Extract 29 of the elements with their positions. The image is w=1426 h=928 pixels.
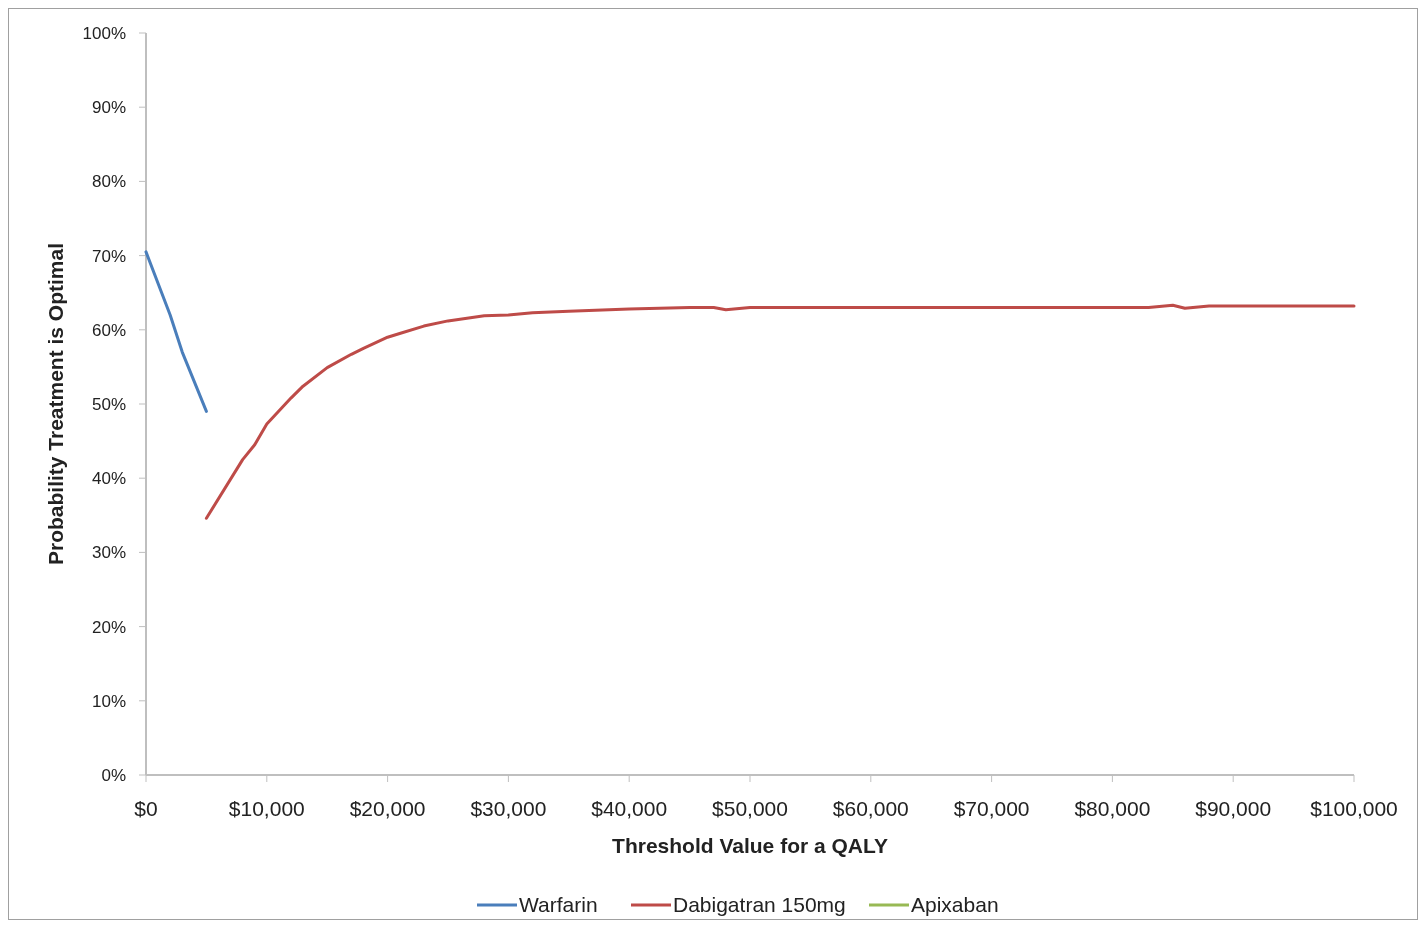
x-tick-label: $100,000	[1310, 797, 1398, 820]
x-tick-label: $50,000	[712, 797, 788, 820]
x-tick-label: $90,000	[1195, 797, 1272, 820]
x-tick-label: $80,000	[1074, 797, 1151, 820]
y-tick-label: 0%	[101, 765, 126, 785]
x-tick-label: $20,000	[349, 797, 426, 820]
y-tick-label: 20%	[91, 617, 126, 637]
x-tick-label: $70,000	[953, 797, 1030, 820]
legend-label: Apixaban	[911, 893, 999, 917]
x-tick-label: $40,000	[591, 797, 668, 820]
y-tick-label: 80%	[91, 172, 126, 192]
legend-label: Dabigatran 150mg	[673, 893, 846, 917]
y-tick-label: 50%	[91, 394, 126, 414]
line-series	[204, 303, 1356, 520]
line-series	[144, 250, 208, 413]
x-axis-title: Threshold Value for a QALY	[612, 834, 888, 857]
y-tick-label: 30%	[91, 543, 126, 563]
y-tick-label: 90%	[91, 98, 126, 118]
x-tick-label: $30,000	[470, 797, 547, 820]
x-tick-label: $10,000	[228, 797, 305, 820]
y-tick-label: 60%	[91, 320, 126, 340]
y-tick-label: 40%	[91, 469, 126, 489]
y-tick-label: 100%	[82, 23, 126, 43]
y-tick-label: 10%	[91, 691, 126, 711]
legend-label: Warfarin	[519, 893, 598, 917]
y-tick-label: 70%	[91, 246, 126, 266]
x-tick-label: $0	[134, 797, 158, 820]
y-axis-title: Probability Treatment is Optimal	[44, 242, 67, 566]
x-tick-label: $60,000	[832, 797, 909, 820]
